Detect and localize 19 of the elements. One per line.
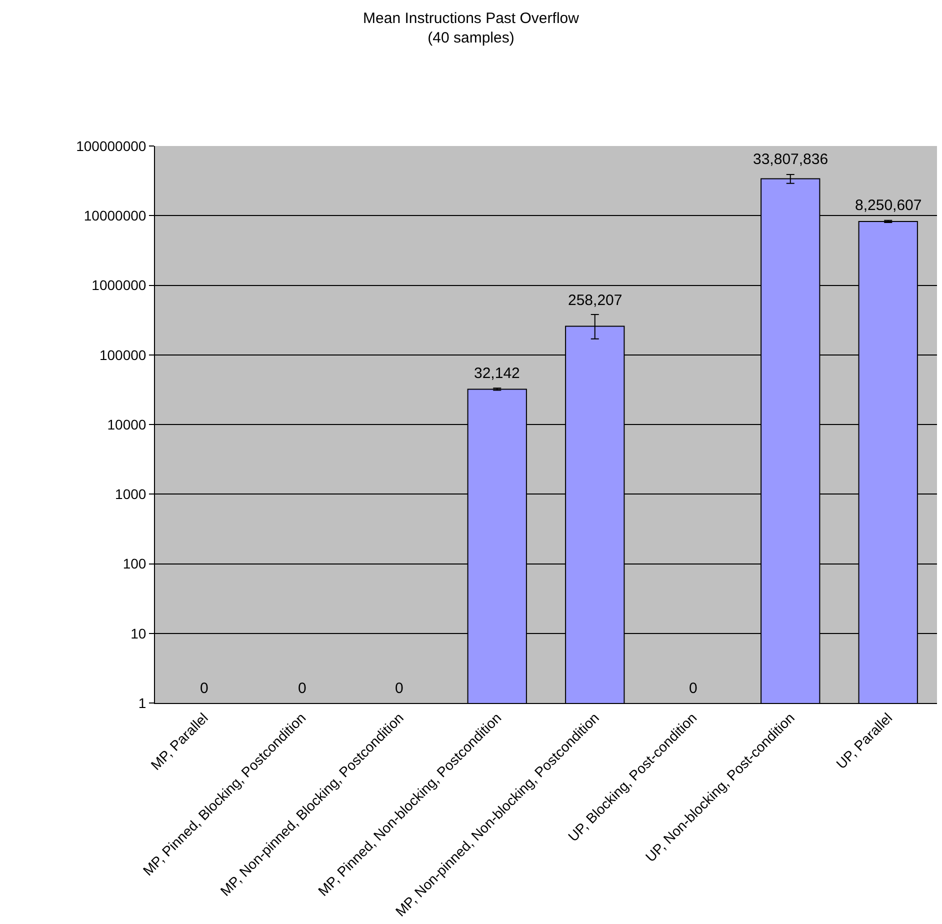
y-tick-label: 10 — [130, 625, 146, 642]
text: 0 — [689, 680, 698, 697]
data-label: 258,207 — [568, 292, 622, 309]
text: 0 — [395, 680, 404, 697]
data-label: 33,807,836 — [753, 151, 828, 168]
text: 0 — [298, 680, 306, 697]
y-tick-label: 1000 — [115, 486, 146, 502]
text: 0 — [200, 680, 208, 697]
y-tick-label: 1 — [138, 694, 146, 711]
data-label: 8,250,607 — [855, 197, 922, 214]
chart-title: Mean Instructions Past Overflow — [363, 10, 580, 28]
data-label: 32,142 — [474, 365, 520, 382]
y-tick-label: 100 — [122, 556, 146, 572]
y-tick-label: 100000000 — [76, 138, 146, 154]
y-tick-label: 1000000 — [92, 277, 146, 294]
y-tick-label: 100000 — [99, 346, 146, 363]
chart-subtitle: (40 samples) — [428, 30, 514, 47]
y-tick-label: 10000 — [107, 416, 146, 432]
y-tick-label: 10000000 — [84, 208, 146, 224]
